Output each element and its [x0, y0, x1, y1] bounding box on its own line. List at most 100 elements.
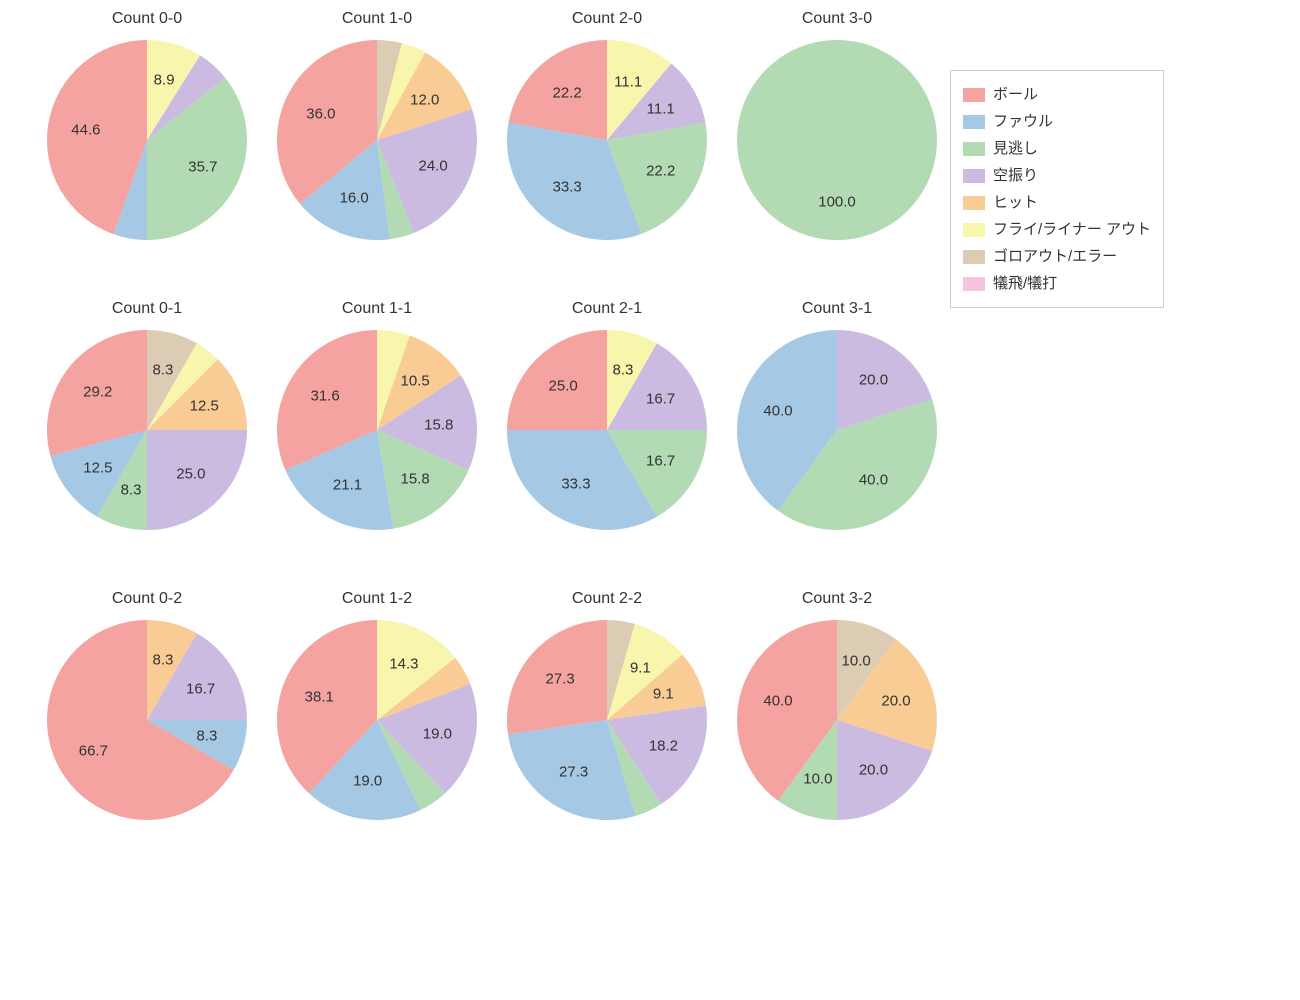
legend-item: ゴロアウト/エラー — [963, 243, 1151, 270]
slice-label: 20.0 — [881, 692, 910, 709]
chart-title: Count 3-2 — [722, 590, 952, 608]
legend-swatch — [963, 250, 985, 264]
chart-title: Count 1-1 — [262, 300, 492, 318]
legend-swatch — [963, 277, 985, 291]
pie-body: 66.78.316.78.3 — [47, 620, 247, 820]
slice-label: 10.0 — [842, 653, 871, 670]
slice-label: 29.2 — [83, 384, 112, 401]
legend-label: ボール — [993, 81, 1038, 108]
legend-label: ファウル — [993, 108, 1053, 135]
slice-label: 100.0 — [818, 194, 856, 211]
pie-body: 40.0 40.0 20.0 — [737, 330, 937, 530]
slice-label: 15.8 — [424, 416, 453, 433]
chart-title: Count 0-2 — [32, 590, 262, 608]
slice-label: 20.0 — [859, 762, 888, 779]
legend-label: 空振り — [993, 162, 1038, 189]
legend-item: ボール — [963, 81, 1151, 108]
slice-label: 38.1 — [305, 689, 334, 706]
chart-title: Count 1-2 — [262, 590, 492, 608]
slice-label: 10.0 — [803, 770, 832, 787]
slice-label: 22.2 — [553, 84, 582, 101]
slice-label: 11.1 — [614, 73, 642, 90]
legend-item: 犠飛/犠打 — [963, 270, 1151, 297]
slice-label: 20.0 — [859, 371, 888, 388]
legend-item: 空振り — [963, 162, 1151, 189]
slice-label: 35.7 — [188, 158, 217, 175]
slice-label: 24.0 — [418, 158, 447, 175]
slice-label: 9.1 — [630, 659, 651, 676]
legend-item: フライ/ライナー アウト — [963, 216, 1151, 243]
slice-label: 16.7 — [646, 390, 675, 407]
slice-label: 15.8 — [401, 470, 430, 487]
pie-body: 31.6 21.1 15.8 15.8 10.5 — [277, 330, 477, 530]
pie-chart: Count 1-2 38.1 19.0 19.0 14.3 — [262, 590, 492, 820]
slice-label: 16.7 — [186, 680, 215, 697]
slice-label: 8.3 — [613, 362, 634, 379]
legend-item: 見逃し — [963, 135, 1151, 162]
slice-label: 27.3 — [559, 764, 588, 781]
slice-label: 33.3 — [553, 179, 582, 196]
pie-body: 29.2 12.5 8.3 25.0 12.5 8.3 — [47, 330, 247, 530]
pie-chart: Count 3-140.040.020.0 — [722, 300, 952, 530]
pie-body: 22.233.322.211.111.1 — [507, 40, 707, 240]
slice-label: 8.3 — [196, 727, 217, 744]
chart-title: Count 3-0 — [722, 10, 952, 28]
slice-label: 36.0 — [306, 105, 335, 122]
slice-label: 8.9 — [154, 72, 175, 89]
slice-label: 8.3 — [121, 481, 142, 498]
slice-label: 9.1 — [653, 686, 674, 703]
slice-label: 12.5 — [190, 398, 219, 415]
pie-chart: Count 1-036.016.024.012.0 — [262, 10, 492, 240]
pie-chart: Count 0-0 44.6 35.7 8.9 — [32, 10, 262, 240]
slice-label: 25.0 — [176, 465, 205, 482]
slice-label: 10.5 — [401, 373, 430, 390]
pie-chart: Count 0-266.78.316.78.3 — [32, 590, 262, 820]
slice-label: 40.0 — [859, 472, 888, 489]
pie-chart: Count 2-022.233.322.211.111.1 — [492, 10, 722, 240]
slice-label: 44.6 — [71, 121, 100, 138]
slice-label: 16.7 — [646, 453, 675, 470]
slice-label: 25.0 — [549, 378, 578, 395]
legend-item: ファウル — [963, 108, 1151, 135]
slice-label: 14.3 — [389, 656, 418, 673]
pie-chart: Count 3-0 100.0 — [722, 10, 952, 240]
slice-label: 19.0 — [353, 773, 382, 790]
pie-body: 100.0 — [737, 40, 937, 240]
chart-title: Count 2-0 — [492, 10, 722, 28]
pie-chart: Count 1-1 31.6 21.1 15.8 15.8 10.5 — [262, 300, 492, 530]
slice-label: 21.1 — [333, 476, 362, 493]
legend-label: ゴロアウト/エラー — [993, 243, 1117, 270]
legend-swatch — [963, 169, 985, 183]
slice-label: 33.3 — [561, 475, 590, 492]
slice-label: 27.3 — [545, 671, 574, 688]
slice-label: 8.3 — [153, 652, 174, 669]
legend-label: 犠飛/犠打 — [993, 270, 1057, 297]
legend-label: ヒット — [993, 189, 1038, 216]
pie-chart: Count 2-125.033.316.716.78.3 — [492, 300, 722, 530]
legend-swatch — [963, 88, 985, 102]
legend-swatch — [963, 142, 985, 156]
legend-swatch — [963, 223, 985, 237]
legend-label: フライ/ライナー アウト — [993, 216, 1151, 243]
legend-swatch — [963, 115, 985, 129]
slice-label: 8.3 — [153, 362, 174, 379]
chart-title: Count 0-0 — [32, 10, 262, 28]
chart-title: Count 1-0 — [262, 10, 492, 28]
pie-body: 25.0 33.3 16.7 16.7 8.3 — [507, 330, 707, 530]
slice-label: 12.5 — [83, 459, 112, 476]
slice-label: 40.0 — [763, 692, 792, 709]
legend-item: ヒット — [963, 189, 1151, 216]
pie-chart: Count 2-227.327.318.29.19.1 — [492, 590, 722, 820]
pie-body: 36.016.024.012.0 — [277, 40, 477, 240]
slice-label: 19.0 — [423, 725, 452, 742]
slice-label: 16.0 — [340, 189, 369, 206]
chart-title: Count 2-2 — [492, 590, 722, 608]
pie-body: 27.327.318.29.19.1 — [507, 620, 707, 820]
chart-title: Count 0-1 — [32, 300, 262, 318]
slice-label: 31.6 — [310, 388, 339, 405]
legend: ボールファウル見逃し空振りヒットフライ/ライナー アウトゴロアウト/エラー犠飛/… — [950, 70, 1164, 308]
pie-body: 40.0 10.0 20.0 20.0 10.0 — [737, 620, 937, 820]
pie-body: 38.1 19.0 19.0 14.3 — [277, 620, 477, 820]
slice-label: 40.0 — [763, 402, 792, 419]
slice-label: 22.2 — [646, 163, 675, 180]
